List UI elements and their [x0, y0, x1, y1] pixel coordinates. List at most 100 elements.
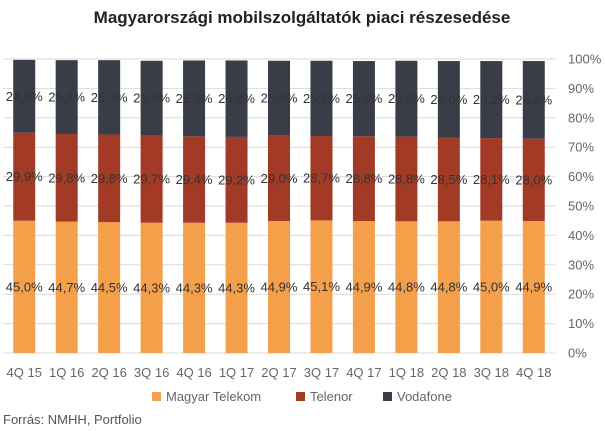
- bar-segment: [225, 60, 248, 137]
- bar-segment: [352, 220, 375, 353]
- data-label: 26,0%: [430, 92, 467, 107]
- legend-label: Vodafone: [397, 389, 452, 404]
- data-label: 25,8%: [388, 91, 425, 106]
- data-label: 28,8%: [388, 171, 425, 186]
- bar-segment: [183, 136, 206, 223]
- x-tick-label: 4Q 15: [7, 365, 42, 380]
- x-tick-label: 2Q 17: [261, 365, 296, 380]
- data-label: 29,7%: [133, 172, 170, 187]
- data-label: 25,3%: [91, 90, 128, 105]
- data-label: 44,3%: [176, 280, 213, 295]
- data-label: 44,3%: [218, 280, 255, 295]
- bar-segment: [437, 61, 460, 138]
- data-label: 44,8%: [388, 280, 425, 295]
- x-tick-label: 4Q 17: [346, 365, 381, 380]
- bar-segment: [98, 222, 121, 353]
- x-tick-label: 3Q 18: [474, 365, 509, 380]
- x-tick-label: 1Q 16: [49, 365, 84, 380]
- data-label: 25,6%: [345, 91, 382, 106]
- y-tick-label: 90%: [568, 81, 594, 96]
- data-label: 44,5%: [91, 280, 128, 295]
- bar-segment: [522, 220, 545, 353]
- bar-segment: [395, 221, 418, 353]
- y-tick-label: 70%: [568, 140, 594, 155]
- source-note: Forrás: NMHH, Portfolio: [3, 412, 142, 427]
- y-tick-label: 40%: [568, 228, 594, 243]
- legend-swatch: [296, 392, 305, 401]
- y-tick-label: 100%: [568, 52, 602, 67]
- data-label: 45,0%: [473, 279, 510, 294]
- bar-segment: [140, 60, 163, 136]
- data-label: 44,9%: [345, 279, 382, 294]
- bar-segment: [98, 134, 121, 223]
- bar-segment: [352, 136, 375, 221]
- data-label: 28,1%: [473, 172, 510, 187]
- data-label: 28,8%: [345, 171, 382, 186]
- x-tick-label: 2Q 16: [91, 365, 126, 380]
- bar-segment: [395, 136, 418, 222]
- data-label: 29,2%: [218, 172, 255, 187]
- bar-segment: [395, 60, 418, 137]
- x-tick-label: 2Q 18: [431, 365, 466, 380]
- bar-segment: [55, 133, 78, 222]
- bar-segment: [268, 60, 290, 136]
- bar-segment: [13, 132, 36, 221]
- data-label: 45,0%: [6, 279, 43, 294]
- data-label: 29,0%: [261, 171, 298, 186]
- data-label: 29,8%: [91, 171, 128, 186]
- bar-segment: [310, 60, 333, 137]
- bar-segment: [268, 220, 290, 353]
- bar-segment: [183, 222, 206, 353]
- x-tick-label: 4Q 16: [176, 365, 211, 380]
- legend-swatch: [152, 392, 161, 401]
- data-label: 44,8%: [430, 280, 467, 295]
- data-label: 44,9%: [261, 279, 298, 294]
- data-label: 26,4%: [515, 92, 552, 107]
- y-axis: 0% 10% 20% 30% 40% 50% 60% 70% 80% 90% 100%: [568, 52, 602, 361]
- data-label: 44,3%: [133, 280, 170, 295]
- data-label: 24,8%: [6, 89, 43, 104]
- bar-segment: [98, 60, 121, 135]
- bar-segment: [480, 220, 503, 353]
- bar-segment: [310, 136, 333, 221]
- data-label: 28,7%: [303, 171, 340, 186]
- data-label: 45,1%: [303, 279, 340, 294]
- x-tick-label: 1Q 17: [219, 365, 254, 380]
- data-label: 25,8%: [176, 91, 213, 106]
- data-label: 28,0%: [515, 172, 552, 187]
- bar-segment: [437, 137, 460, 222]
- data-label: 29,9%: [6, 169, 43, 184]
- x-tick-label: 1Q 18: [389, 365, 424, 380]
- bar-segment: [522, 61, 545, 139]
- y-tick-label: 0%: [568, 346, 587, 361]
- y-tick-label: 50%: [568, 199, 594, 214]
- bar-segment: [225, 222, 248, 353]
- x-tick-label: 3Q 17: [304, 365, 339, 380]
- data-label: 26,2%: [473, 92, 510, 107]
- y-tick-label: 60%: [568, 169, 594, 184]
- data-label: 29,8%: [48, 170, 85, 185]
- legend: Magyar Telekom Telenor Vodafone: [152, 389, 452, 404]
- bar-segment: [522, 138, 545, 221]
- bar-segment: [13, 220, 36, 353]
- data-label: 25,5%: [261, 91, 298, 106]
- bar-segment: [225, 136, 248, 223]
- data-label: 25,6%: [303, 91, 340, 106]
- legend-swatch: [383, 392, 392, 401]
- chart-title: Magyarországi mobilszolgáltatók piaci ré…: [94, 8, 511, 27]
- data-label: 25,1%: [48, 90, 85, 105]
- legend-label: Magyar Telekom: [166, 389, 261, 404]
- data-label: 28,5%: [430, 172, 467, 187]
- bar-segment: [55, 60, 78, 134]
- x-tick-label: 4Q 18: [516, 365, 551, 380]
- x-axis: 4Q 15 1Q 16 2Q 16 3Q 16 4Q 16 1Q 17 2Q 17 3Q 17…: [7, 365, 552, 380]
- bar-segment: [352, 61, 375, 137]
- bar-segment: [480, 61, 503, 139]
- data-label: 25,4%: [133, 91, 170, 106]
- value-labels: 45,0% 29,9% 24,8% 44,7% 29,8% 25,1% 44,5% 29,8%…: [6, 89, 553, 296]
- y-tick-label: 20%: [568, 287, 594, 302]
- bar-segment: [13, 59, 36, 133]
- data-label: 44,9%: [515, 279, 552, 294]
- y-tick-label: 80%: [568, 110, 594, 125]
